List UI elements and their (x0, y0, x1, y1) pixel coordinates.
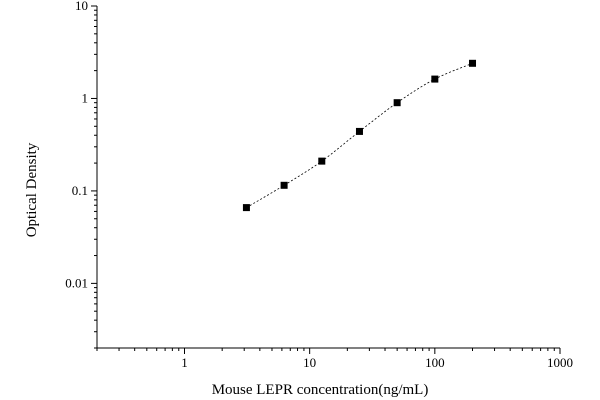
x-axis-title: Mouse LEPR concentration(ng/mL) (212, 382, 429, 398)
tick-marks: 1 10 100 1000 0.01 0.1 1 10 (65, 0, 573, 370)
y-axis-title: Optical Density (24, 142, 40, 237)
y-tick-label: 0.1 (72, 183, 88, 198)
fit-curve (246, 62, 473, 208)
data-point (469, 59, 477, 67)
y-tick-label: 1 (82, 90, 89, 105)
x-tick-label: 1000 (547, 355, 573, 370)
data-point (393, 99, 401, 107)
data-points (242, 59, 477, 212)
x-tick-label: 10 (303, 355, 316, 370)
data-point (242, 204, 250, 212)
axes (96, 6, 560, 349)
data-point (318, 157, 326, 165)
y-tick-label: 10 (75, 0, 88, 13)
data-point (355, 127, 363, 135)
x-tick-label: 1 (181, 355, 188, 370)
y-tick-label: 0.01 (65, 275, 88, 290)
fit-curve-group (246, 62, 473, 208)
x-tick-label: 100 (425, 355, 445, 370)
data-point (280, 181, 288, 189)
data-point (431, 75, 439, 83)
